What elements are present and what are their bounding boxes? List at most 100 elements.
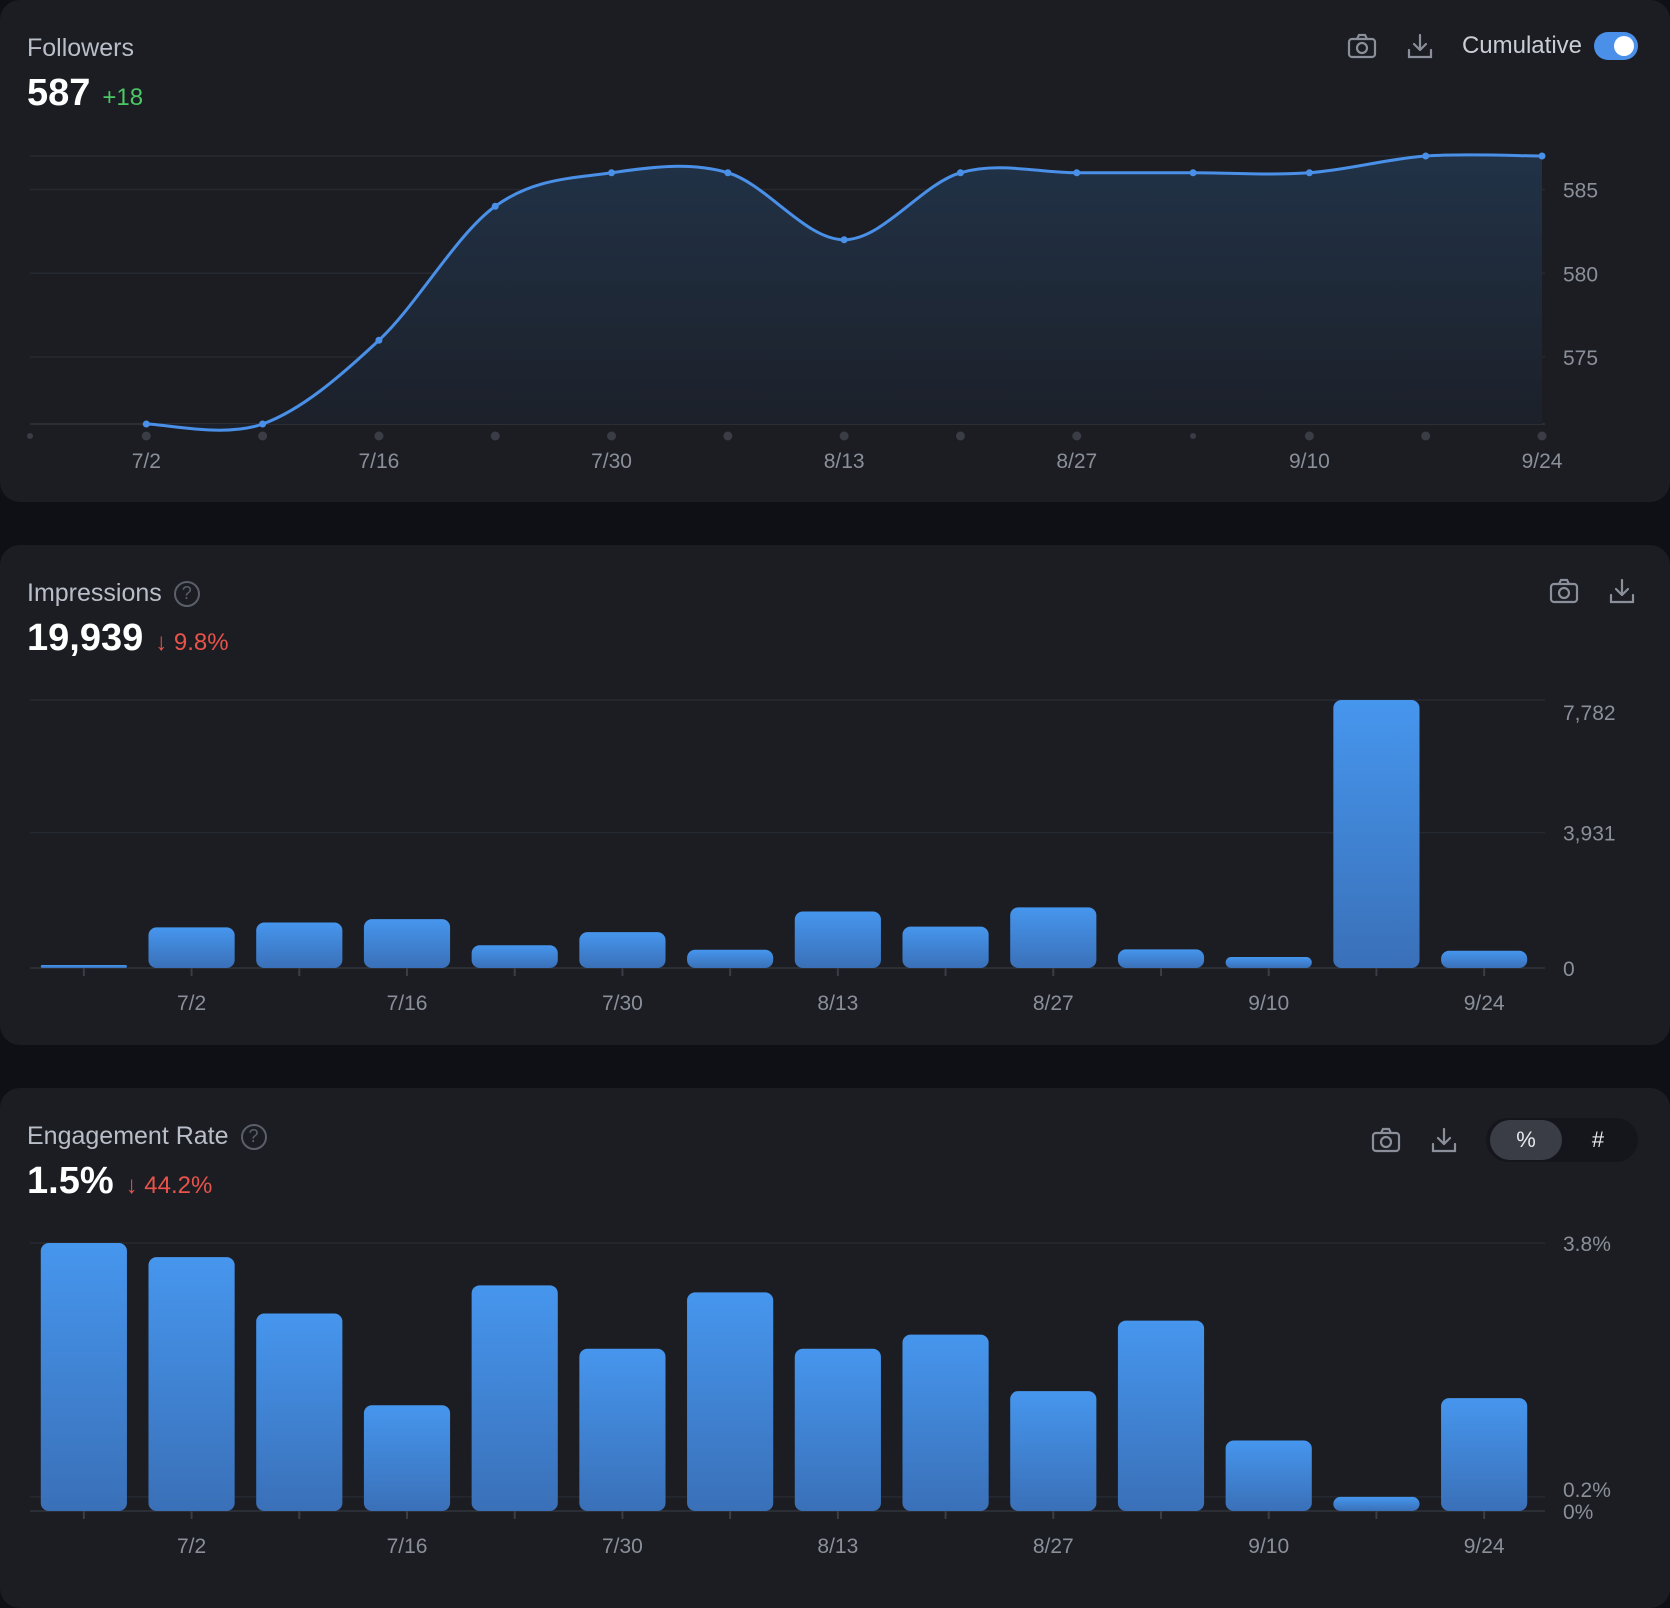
followers-point xyxy=(1073,169,1081,177)
followers-delta: +18 xyxy=(102,84,144,111)
bar[interactable] xyxy=(1225,956,1312,968)
y-tick-label: 585 xyxy=(1563,180,1598,203)
followers-point xyxy=(724,169,732,177)
bar[interactable] xyxy=(363,919,451,968)
bar[interactable] xyxy=(363,1405,451,1511)
followers-point xyxy=(1189,169,1197,177)
x-tick-label: 9/10 xyxy=(1248,992,1289,1015)
segment-percent[interactable]: % xyxy=(1490,1120,1562,1160)
x-tick-dot xyxy=(1537,431,1547,441)
bar[interactable] xyxy=(579,932,666,968)
x-tick-dot xyxy=(1304,431,1314,441)
x-tick-label: 8/27 xyxy=(1033,1535,1074,1558)
bar[interactable] xyxy=(148,927,235,968)
followers-card: Followers 587 +18 Cumulative 7/2 7/16 7/30… xyxy=(0,0,1670,502)
bar[interactable] xyxy=(794,1348,881,1511)
engagement-delta: ↓ 44.2% xyxy=(126,1172,213,1200)
followers-point xyxy=(142,420,150,428)
x-tick-label: 9/24 xyxy=(1464,992,1505,1015)
y-tick-label: 580 xyxy=(1563,263,1598,286)
bar[interactable] xyxy=(579,1348,666,1511)
bar[interactable] xyxy=(687,1292,774,1511)
followers-point xyxy=(1305,169,1313,177)
bar[interactable] xyxy=(1333,1496,1420,1511)
y-tick-label: 0 xyxy=(1563,958,1575,981)
impressions-delta: ↓ 9.8% xyxy=(155,629,228,657)
bar[interactable] xyxy=(1117,1320,1205,1511)
help-icon[interactable]: ? xyxy=(240,1123,267,1150)
y-tick-label: 0% xyxy=(1563,1501,1593,1524)
bar[interactable] xyxy=(471,945,558,968)
download-icon[interactable] xyxy=(1606,575,1638,607)
x-tick-label: 9/10 xyxy=(1248,1535,1289,1558)
impressions-title: Impressions ? xyxy=(27,579,200,608)
bar[interactable] xyxy=(1441,950,1528,968)
engagement-title: Engagement Rate ? xyxy=(27,1122,267,1151)
x-tick-dot xyxy=(723,431,733,441)
x-tick-dot xyxy=(374,431,384,441)
bar[interactable] xyxy=(902,926,989,968)
followers-value: 587 xyxy=(27,72,91,114)
bar[interactable] xyxy=(1441,1398,1528,1511)
followers-area-fill xyxy=(146,154,1542,431)
bar[interactable] xyxy=(256,1313,343,1511)
bar[interactable] xyxy=(1117,949,1205,968)
x-tick-label: 7/2 xyxy=(177,1535,206,1558)
bar[interactable] xyxy=(40,1243,127,1511)
segment-count[interactable]: # xyxy=(1591,1127,1605,1152)
cumulative-label: Cumulative xyxy=(1461,32,1582,59)
bar[interactable] xyxy=(1333,700,1420,968)
x-tick-dot xyxy=(490,431,500,441)
arrow-down-icon: ↓ xyxy=(155,629,168,656)
followers-point xyxy=(840,236,848,244)
unit-segmented-control: % # xyxy=(1486,1118,1638,1162)
camera-icon[interactable] xyxy=(1548,575,1580,607)
bar[interactable] xyxy=(256,922,343,968)
arrow-down-icon: ↓ xyxy=(125,1172,138,1199)
help-icon[interactable]: ? xyxy=(173,580,200,607)
download-icon[interactable] xyxy=(1428,1124,1460,1156)
bar[interactable] xyxy=(148,1257,235,1511)
x-tick-label: 7/2 xyxy=(177,992,206,1015)
bar[interactable] xyxy=(1225,1440,1312,1511)
y-tick-label: 575 xyxy=(1563,347,1598,370)
y-tick-label: 7,782 xyxy=(1563,702,1616,725)
cumulative-toggle[interactable] xyxy=(1594,32,1638,60)
download-icon[interactable] xyxy=(1404,30,1436,62)
bar[interactable] xyxy=(471,1285,558,1511)
y-tick-label: 0.2% xyxy=(1563,1479,1611,1502)
followers-point xyxy=(1538,152,1546,160)
engagement-title-text: Engagement Rate xyxy=(27,1122,229,1150)
engagement-metric: 1.5% ↓ 44.2% xyxy=(27,1160,212,1203)
x-tick-dot xyxy=(839,431,849,441)
bar[interactable] xyxy=(1010,907,1097,968)
x-tick-label: 7/2 xyxy=(132,450,161,473)
bar[interactable] xyxy=(687,949,774,968)
x-tick-label: 8/13 xyxy=(817,992,858,1015)
followers-chart: 7/2 7/16 7/30 8/13 8/27 9/10 9/24 575 580 585 xyxy=(27,152,1598,473)
y-tick-label: 3.8% xyxy=(1563,1233,1611,1256)
impressions-value: 19,939 xyxy=(27,617,144,659)
x-tick-dot xyxy=(1190,433,1197,439)
followers-title: Followers xyxy=(27,34,134,63)
engagement-toolbar: % # xyxy=(1370,1118,1638,1162)
impressions-chart: 7/2 7/16 7/30 8/13 8/27 9/10 9/24 0 3,931 7,782 xyxy=(30,699,1616,1015)
x-tick-label: 8/27 xyxy=(1056,450,1097,473)
bar[interactable] xyxy=(902,1334,989,1511)
impressions-card: Impressions ? 19,939 ↓ 9.8% 7/2 7/16 7/30 8… xyxy=(0,545,1670,1045)
camera-icon[interactable] xyxy=(1346,30,1378,62)
engagement-chart: 7/2 7/16 7/30 8/13 8/27 9/10 9/24 0%0.2% 3.8% xyxy=(30,1233,1611,1558)
bar[interactable] xyxy=(40,965,127,968)
x-tick-label: 8/13 xyxy=(817,1535,858,1558)
followers-point xyxy=(375,336,383,344)
x-tick-label: 7/30 xyxy=(602,1535,643,1558)
x-tick-dot xyxy=(27,433,33,439)
x-tick-label: 9/24 xyxy=(1464,1535,1505,1558)
bar[interactable] xyxy=(1010,1391,1097,1511)
camera-icon[interactable] xyxy=(1370,1124,1402,1156)
followers-toolbar: Cumulative xyxy=(1346,30,1638,62)
x-tick-dot xyxy=(258,431,268,441)
x-tick-dot xyxy=(1421,431,1431,441)
impressions-toolbar xyxy=(1548,575,1638,607)
bar[interactable] xyxy=(794,911,881,968)
